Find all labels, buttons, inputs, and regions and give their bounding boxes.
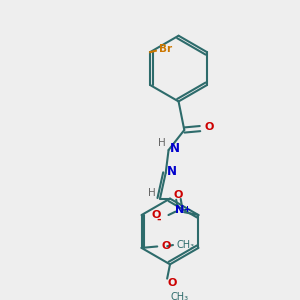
Text: Br: Br [159, 44, 172, 54]
Text: O: O [161, 241, 171, 251]
Text: O: O [168, 278, 177, 288]
Text: H: H [158, 138, 165, 148]
Text: O: O [174, 190, 183, 200]
Text: CH₃: CH₃ [171, 292, 189, 300]
Text: N: N [167, 165, 177, 178]
Text: -: - [157, 215, 161, 225]
Text: N: N [175, 205, 184, 215]
Text: +: + [184, 206, 190, 214]
Text: O: O [152, 210, 161, 220]
Text: H: H [148, 188, 155, 198]
Text: N: N [170, 142, 180, 155]
Text: CH₃: CH₃ [176, 240, 194, 250]
Text: O: O [204, 122, 214, 132]
